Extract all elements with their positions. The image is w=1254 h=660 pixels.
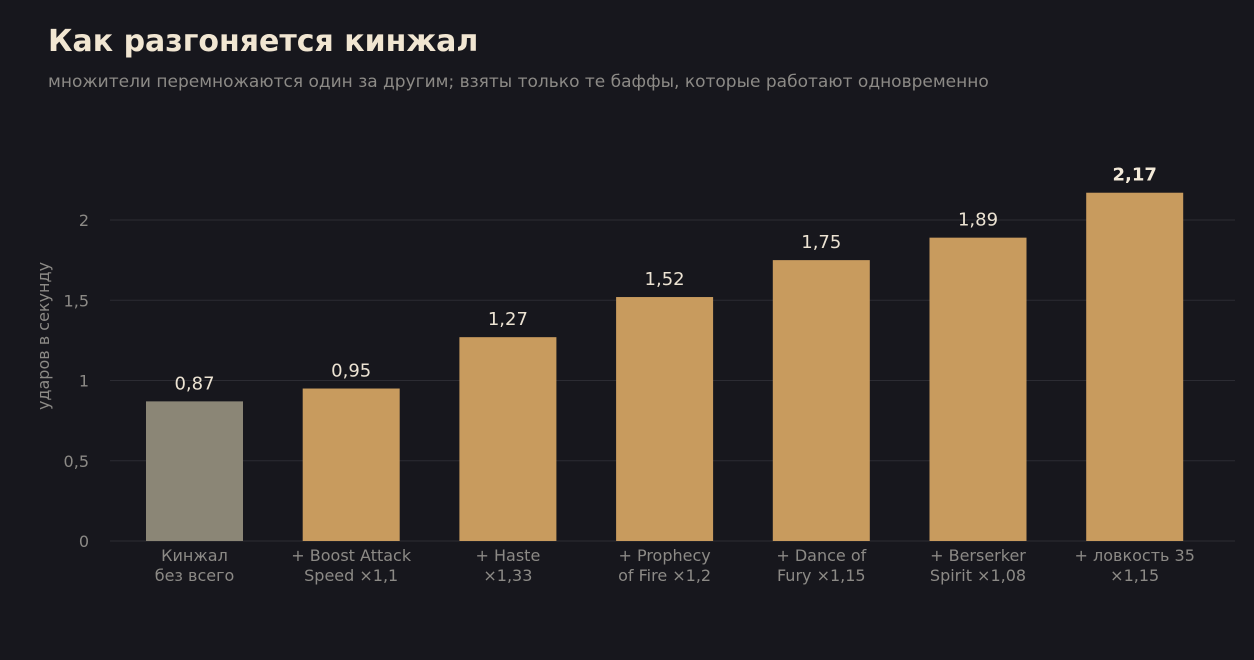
y-tick-label: 1 — [79, 372, 89, 391]
x-tick-label: + Berserker — [930, 546, 1026, 565]
bar — [302, 388, 400, 541]
x-tick-label: + Haste — [476, 546, 541, 565]
x-tick-label: + Prophecy — [618, 546, 710, 565]
y-tick-label: 2 — [79, 211, 89, 230]
x-tick-label: Кинжал — [161, 546, 228, 565]
bar — [459, 337, 557, 541]
y-axis-label: ударов в секунду — [34, 262, 53, 410]
y-tick-label: 0,5 — [64, 452, 89, 471]
value-label: 2,17 — [1112, 165, 1156, 186]
x-tick-label: ×1,33 — [483, 566, 532, 585]
bar — [929, 237, 1027, 541]
x-tick-label: Speed ×1,1 — [304, 566, 398, 585]
bar — [1086, 192, 1184, 541]
x-tick-label: + Boost Attack — [291, 546, 412, 565]
y-tick-label: 1,5 — [64, 291, 89, 310]
value-label: 1,75 — [801, 232, 841, 253]
chart-subtitle: множители перемножаются один за другим; … — [48, 72, 989, 92]
x-tick-label: Fury ×1,15 — [777, 566, 866, 585]
chart-title: Как разгоняется кинжал — [48, 24, 479, 59]
x-tick-label: ×1,15 — [1110, 566, 1159, 585]
x-tick-label: of Fire ×1,2 — [618, 566, 711, 585]
value-label: 1,27 — [488, 309, 528, 330]
x-tick-label: без всего — [155, 566, 235, 585]
y-tick-label: 0 — [79, 532, 89, 551]
bar — [616, 297, 714, 541]
value-label: 0,87 — [174, 373, 214, 394]
value-label: 1,89 — [958, 210, 998, 231]
x-tick-label: + Dance of — [776, 546, 866, 565]
value-label: 0,95 — [331, 361, 371, 382]
bar — [772, 260, 870, 541]
x-tick-label: + ловкость 35 — [1075, 546, 1195, 565]
bar — [146, 401, 243, 541]
value-label: 1,52 — [645, 269, 685, 290]
x-tick-label: Spirit ×1,08 — [930, 566, 1026, 585]
